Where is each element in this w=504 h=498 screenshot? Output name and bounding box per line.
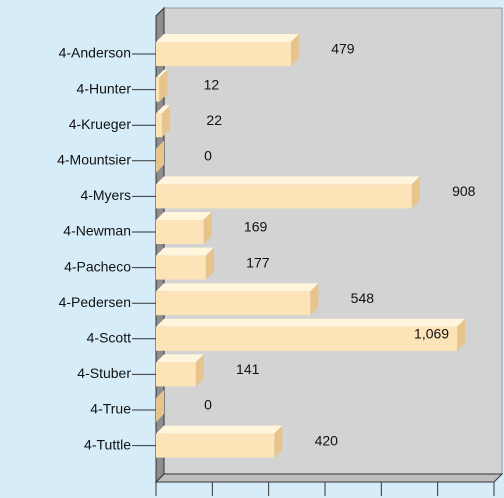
bar-side bbox=[195, 354, 204, 387]
bar-side bbox=[205, 247, 214, 280]
bar-top bbox=[156, 425, 283, 434]
data-label: 12 bbox=[204, 76, 220, 92]
bar bbox=[156, 362, 196, 387]
bar-side bbox=[162, 105, 171, 138]
data-label: 548 bbox=[351, 290, 375, 306]
y-tick-label: 4-Mountsier bbox=[57, 152, 131, 168]
y-tick-label: 4-True bbox=[90, 401, 131, 417]
bar-top bbox=[156, 318, 466, 327]
bar bbox=[156, 184, 412, 209]
y-tick-label: 4-Newman bbox=[63, 223, 131, 239]
data-label: 141 bbox=[236, 361, 260, 377]
bar-top bbox=[156, 105, 171, 114]
bar bbox=[156, 77, 160, 102]
y-tick-label: 4-Anderson bbox=[59, 45, 131, 61]
bar-top bbox=[156, 212, 212, 220]
bar-side bbox=[274, 425, 283, 458]
data-label: 908 bbox=[452, 183, 476, 199]
data-label: 1,069 bbox=[414, 326, 449, 342]
bar-side bbox=[290, 34, 299, 66]
bar-side bbox=[411, 176, 420, 209]
y-tick-label: 4-Krueger bbox=[69, 116, 132, 132]
bar bbox=[156, 113, 163, 138]
y-tick-label: 4-Pacheco bbox=[64, 258, 131, 274]
y-tick-label: 4-Stuber bbox=[77, 365, 131, 381]
data-label: 479 bbox=[331, 41, 355, 57]
y-tick-label: 4-Hunter bbox=[77, 80, 132, 96]
floor bbox=[154, 473, 504, 483]
bar bbox=[156, 220, 204, 244]
bar-side bbox=[159, 69, 168, 102]
data-label: 22 bbox=[206, 112, 222, 128]
bar-top bbox=[156, 283, 319, 292]
bar bbox=[156, 42, 291, 66]
bar bbox=[156, 291, 311, 316]
data-label: 420 bbox=[315, 432, 339, 448]
bar-top bbox=[156, 354, 204, 363]
data-label: 169 bbox=[244, 219, 268, 235]
bar-side bbox=[156, 140, 164, 173]
bar-top bbox=[156, 69, 168, 78]
bar-top bbox=[156, 176, 420, 185]
data-label: 177 bbox=[246, 254, 270, 270]
y-tick-label: 4-Tuttle bbox=[84, 436, 131, 452]
bar-side bbox=[156, 390, 164, 422]
bar-top bbox=[156, 247, 214, 256]
data-label: 0 bbox=[204, 397, 212, 413]
y-tick-label: 4-Myers bbox=[80, 187, 131, 203]
y-tick-label: 4-Scott bbox=[87, 330, 131, 346]
y-tick-label: 4-Pedersen bbox=[59, 294, 131, 310]
bar bbox=[156, 255, 206, 280]
bar-side bbox=[203, 212, 212, 244]
bar-side bbox=[310, 283, 319, 316]
bar bbox=[156, 326, 458, 351]
bar bbox=[156, 433, 275, 458]
data-label: 0 bbox=[204, 148, 212, 164]
bar-top bbox=[156, 34, 299, 42]
bar-side bbox=[457, 318, 466, 351]
